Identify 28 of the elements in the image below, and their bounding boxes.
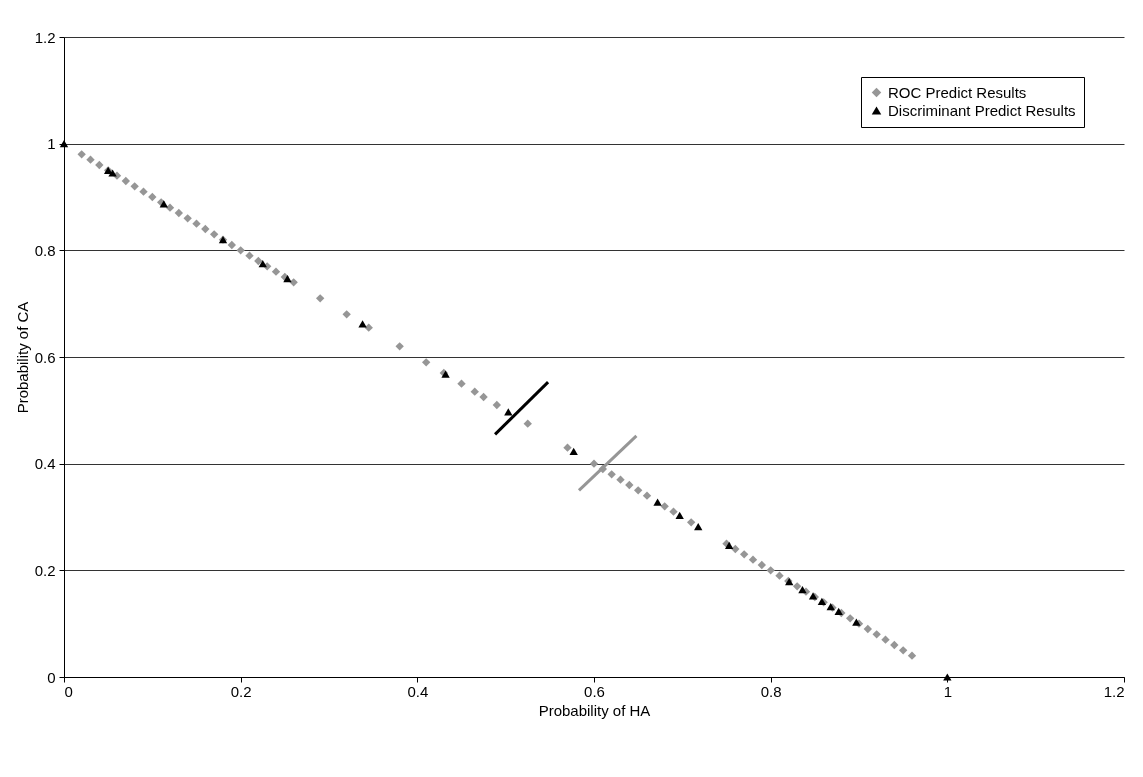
point [108,169,117,177]
x-tick-label: 0.4 [407,682,429,700]
x-axis-title: Probability of HA [538,701,651,719]
y-tick-label: 1 [47,135,56,153]
y-tick-label: 0.8 [34,241,56,259]
point [675,511,684,520]
y-tick-label: 1.2 [34,28,56,46]
y-tick-label: 0.2 [34,561,56,579]
x-tick-label: 1.2 [1103,682,1125,700]
x-tick-label: 0.8 [760,682,782,700]
x-tick-label: 1 [943,682,953,700]
point [653,498,662,506]
point [358,320,367,328]
point [943,673,952,681]
y-tick-label: 0.6 [34,348,56,366]
point [798,585,807,594]
x-tick-label: 0.2 [230,682,252,700]
legend-label: Discriminant Predict Results [888,101,1076,119]
x-tick-label: 0 [64,682,73,700]
x-tick-label: 0.6 [584,682,605,700]
point [258,260,267,268]
y-tick-label: 0 [47,668,56,686]
point [569,447,578,456]
point [504,408,513,416]
point [694,522,703,531]
y-tick-label: 0.4 [34,455,56,473]
legend-label: ROC Predict Results [888,83,1027,101]
y-axis-title: Probability of CA [13,301,31,414]
